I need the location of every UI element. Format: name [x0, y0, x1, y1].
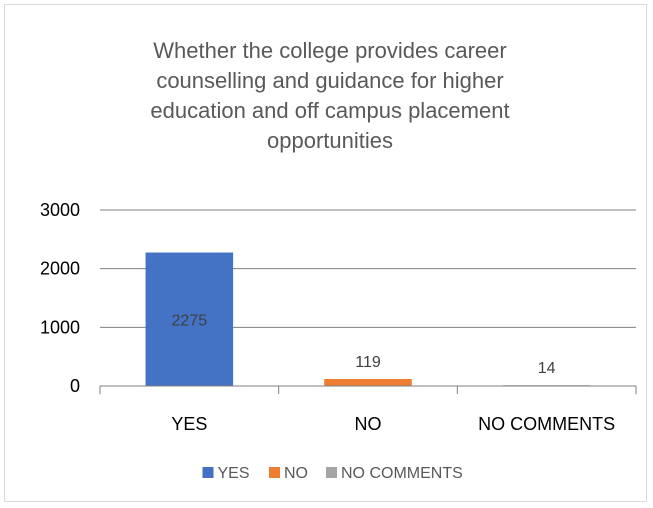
y-tick-label: 1000 [40, 317, 80, 337]
bar [324, 379, 412, 386]
bar [145, 252, 234, 386]
x-axis: YES NO NO COMMENTS [99, 385, 637, 434]
x-category-label: NO [355, 414, 382, 434]
legend-swatch [202, 467, 214, 478]
x-category-label: YES [171, 414, 207, 434]
y-axis-ticks: 0 1000 2000 3000 [40, 200, 80, 396]
legend-item: NO [269, 465, 308, 482]
y-tick-label: 3000 [40, 200, 80, 220]
chart-title: Whether the college provides career coun… [150, 38, 510, 153]
y-tick-label: 0 [70, 376, 80, 396]
legend-swatch [326, 467, 337, 478]
legend-item: YES [202, 465, 250, 482]
data-label: 2275 [172, 312, 208, 329]
legend-swatch [269, 467, 280, 478]
data-label: 14 [538, 360, 556, 377]
legend-label: NO [284, 465, 308, 482]
legend-label: YES [218, 465, 250, 482]
chart-frame [4, 4, 647, 502]
data-label: 119 [355, 354, 381, 371]
data-labels: 2275 119 14 [172, 312, 556, 377]
legend-label: NO COMMENTS [341, 465, 463, 482]
legend-item: NO COMMENTS [326, 465, 463, 482]
y-tick-label: 2000 [40, 259, 80, 279]
legend: YES NO NO COMMENTS [202, 465, 463, 482]
x-category-label: NO COMMENTS [478, 414, 615, 434]
